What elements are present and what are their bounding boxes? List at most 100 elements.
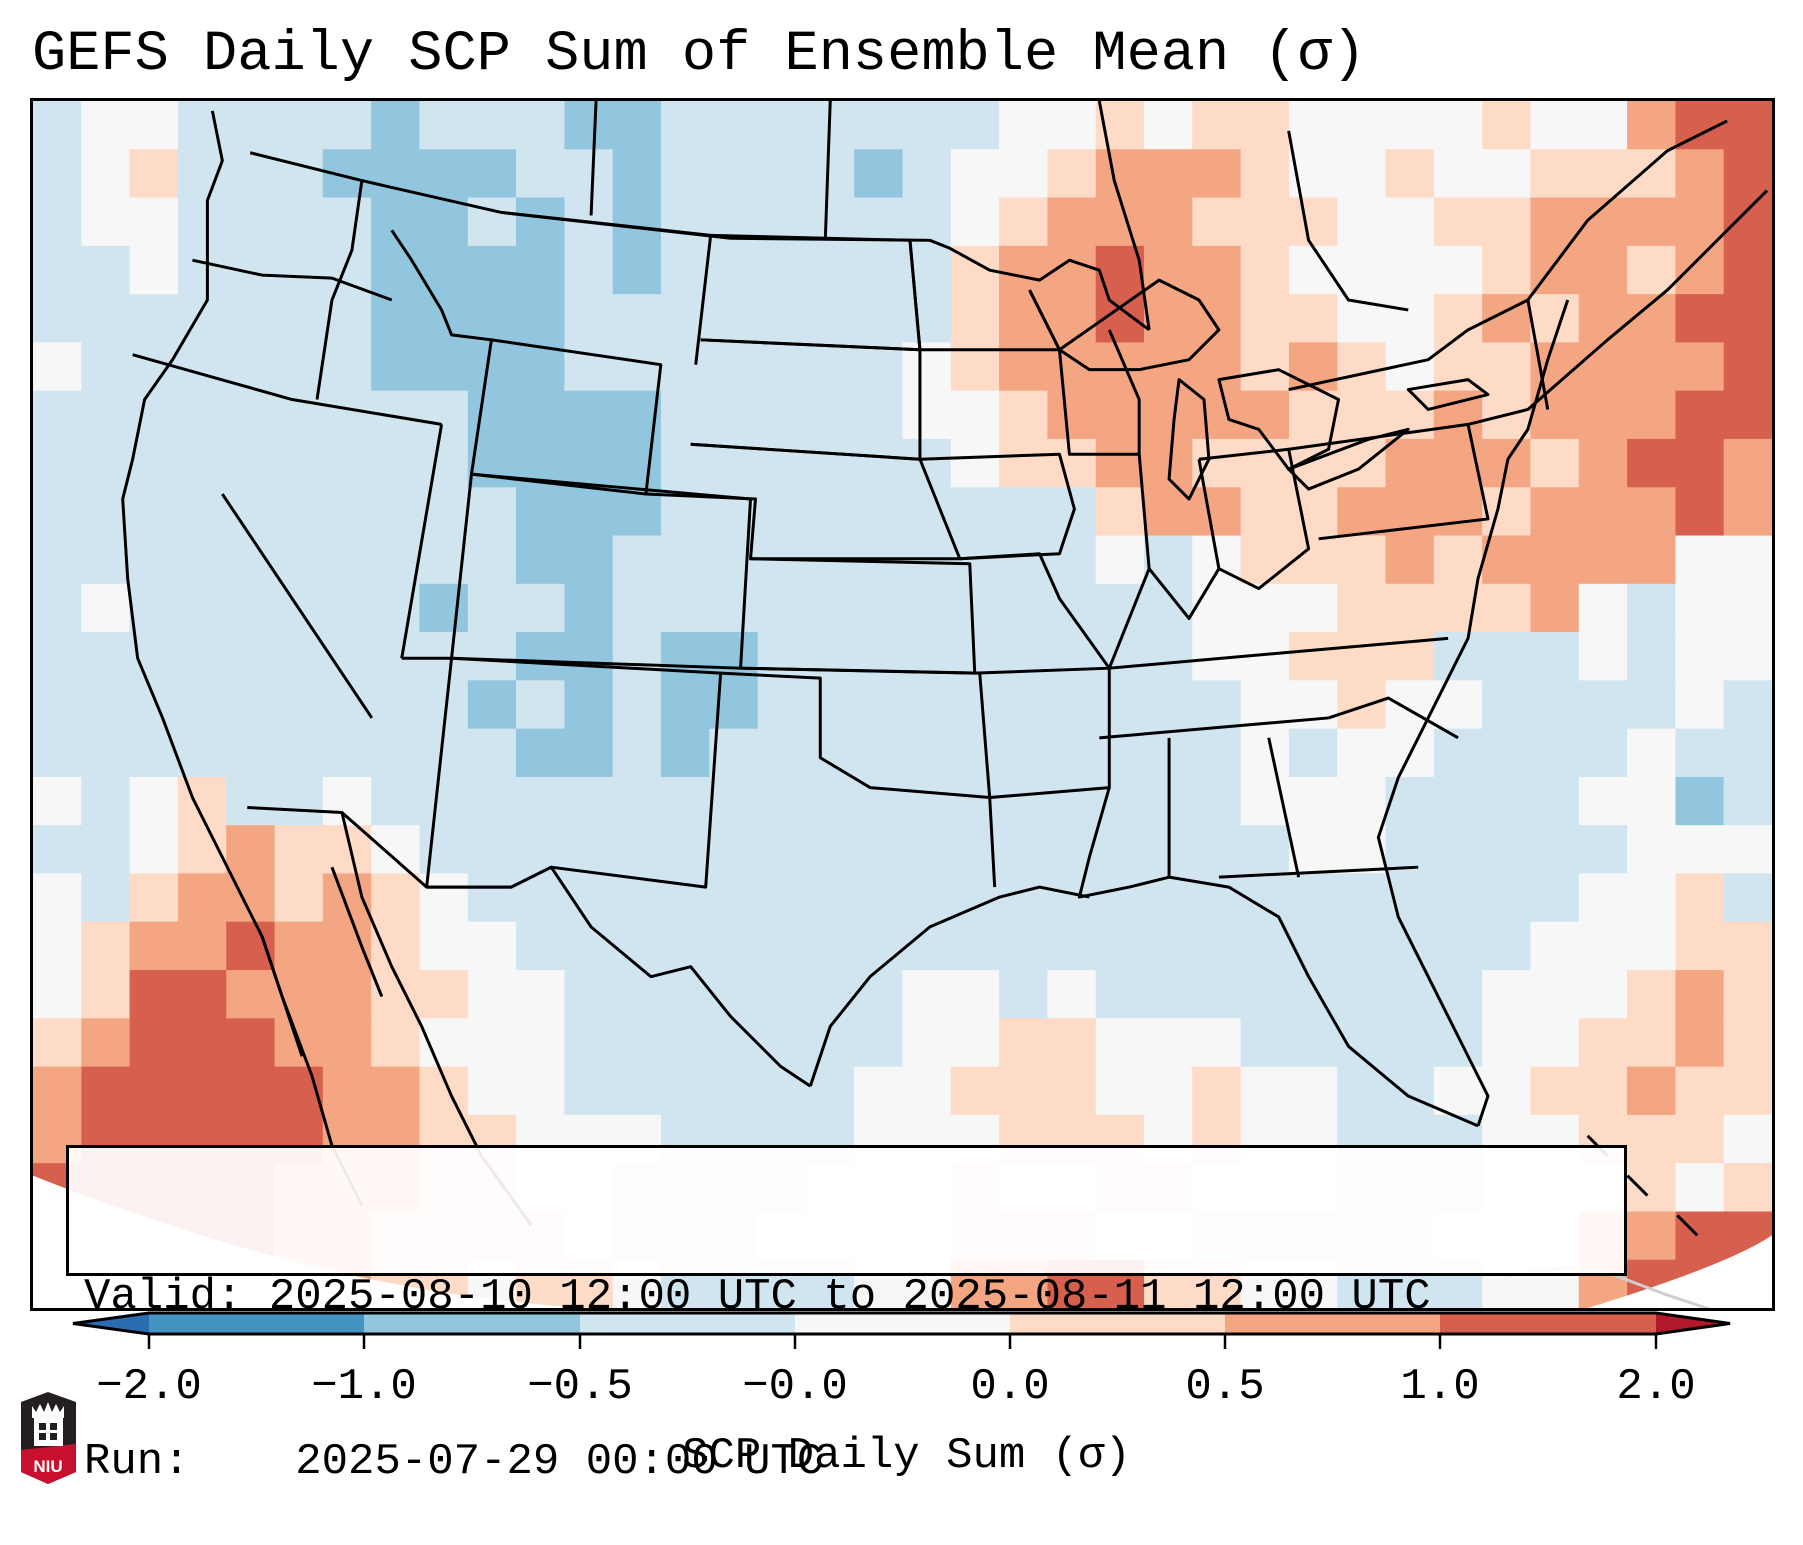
heatmap-cell: [1723, 487, 1772, 537]
tx-la: [988, 797, 997, 888]
chart-title: GEFS Daily SCP Sum of Ensemble Mean (σ): [32, 23, 1367, 87]
heatmap-cell: [757, 825, 807, 875]
oh-pa: [1198, 447, 1311, 591]
heatmap-cell: [709, 970, 759, 1019]
heatmap-cell: [1723, 294, 1772, 343]
heatmap-cell: [564, 776, 614, 826]
heatmap-cell: [1192, 390, 1242, 440]
heatmap-cell: [516, 294, 565, 343]
heatmap-cell: [612, 197, 662, 247]
canada-provincial-line-4: [823, 101, 832, 241]
heatmap-cell: [1433, 921, 1483, 971]
heatmap-cell: [950, 680, 1000, 730]
heatmap-cell: [757, 583, 807, 633]
heatmap-cell: [1288, 535, 1338, 585]
heatmap-cell: [1578, 583, 1628, 633]
heatmap-cell: [1192, 1066, 1242, 1116]
heatmap-cell: [81, 390, 131, 440]
heatmap-cell: [1337, 728, 1387, 778]
heatmap-cell: [322, 1018, 372, 1068]
heatmap-cell: [177, 438, 227, 488]
heatmap-cell: [33, 342, 82, 392]
vt-nh: [1526, 299, 1550, 410]
heatmap-cell: [371, 1018, 421, 1068]
heatmap-cell: [274, 921, 324, 971]
sc-box: [1328, 696, 1459, 740]
heatmap-cell: [1240, 390, 1290, 440]
heatmap-cell: [1192, 680, 1242, 730]
heatmap-cell: [274, 101, 324, 150]
heatmap-cell: [177, 390, 227, 440]
heatmap-cell: [1047, 680, 1097, 730]
heatmap-cell: [177, 873, 227, 923]
heatmap-cell: [805, 970, 855, 1019]
heatmap-cell: [226, 680, 276, 730]
heatmap-cell: [81, 825, 131, 875]
heatmap-cell: [660, 245, 710, 295]
heatmap-cell: [1627, 390, 1677, 440]
heatmap-cell: [1723, 1066, 1772, 1116]
heatmap-cell: [854, 294, 904, 343]
heatmap-cell: [1675, 197, 1725, 247]
heatmap-cell: [1337, 825, 1387, 875]
heatmap-cell: [81, 680, 131, 730]
heatmap-cell: [1144, 632, 1193, 681]
colorbar-tick-label: −2.0: [96, 1362, 202, 1412]
heatmap-cell: [322, 1066, 372, 1116]
heatmap-cell: [177, 487, 227, 537]
heatmap-cell: [1240, 342, 1290, 392]
heatmap-cell: [1095, 873, 1145, 923]
run-row: Run: 2025-07-29 00:00 UTC: [84, 1435, 1624, 1490]
heatmap-cell: [226, 921, 276, 971]
heatmap-cell: [516, 535, 565, 585]
heatmap-cell: [612, 921, 662, 971]
heatmap-cell: [1675, 149, 1725, 199]
heatmap-cell: [902, 390, 952, 440]
heatmap-cell: [612, 776, 662, 826]
heatmap-cell: [1433, 294, 1483, 343]
heatmap-cell: [1675, 487, 1725, 537]
heatmap-cell: [999, 149, 1048, 199]
heatmap-cell: [564, 680, 614, 730]
heatmap-cell: [467, 342, 517, 392]
heatmap-cell: [1723, 1163, 1772, 1212]
heatmap-cell: [467, 632, 517, 681]
heatmap-cell: [1144, 970, 1193, 1019]
heatmap-cell: [999, 825, 1048, 875]
heatmap-cell: [1530, 728, 1580, 778]
heatmap-cell: [1240, 1066, 1290, 1116]
heatmap-cell: [1433, 149, 1483, 199]
heatmap-cell: [1482, 1066, 1532, 1116]
heatmap-cell: [226, 776, 276, 826]
heatmap-cell: [1144, 535, 1193, 585]
heatmap-cell: [322, 438, 372, 488]
heatmap-cell: [564, 1066, 614, 1116]
heatmap-cell: [612, 970, 662, 1019]
heatmap-cell: [467, 970, 517, 1019]
heatmap-cell: [1385, 438, 1435, 488]
heatmap-cell: [757, 342, 807, 392]
heatmap-cell: [1530, 1018, 1580, 1068]
heatmap-cell: [1433, 487, 1483, 537]
colorbar-tick-label: 2.0: [1616, 1362, 1696, 1412]
heatmap-cell: [1723, 245, 1772, 295]
heatmap-cell: [1723, 390, 1772, 440]
heatmap-cell: [1240, 583, 1290, 633]
heatmap-cell: [516, 728, 565, 778]
heatmap-cell: [419, 390, 469, 440]
heatmap-cell: [854, 149, 904, 199]
heatmap-cell: [371, 294, 421, 343]
heatmap-cell: [322, 487, 372, 537]
heatmap-cell: [274, 728, 324, 778]
heatmap-cell: [322, 583, 372, 633]
heatmap-cell: [516, 487, 565, 537]
heatmap-cell: [1240, 487, 1290, 537]
ca-nv-diagonal: [221, 493, 374, 719]
heatmap-cell: [1723, 728, 1772, 778]
heatmap-cell: [612, 438, 662, 488]
heatmap-cell: [1192, 970, 1242, 1019]
heatmap-cell: [274, 632, 324, 681]
heatmap-cell: [854, 970, 904, 1019]
lake-ontario: [1406, 378, 1490, 411]
heatmap-cell: [33, 632, 82, 681]
